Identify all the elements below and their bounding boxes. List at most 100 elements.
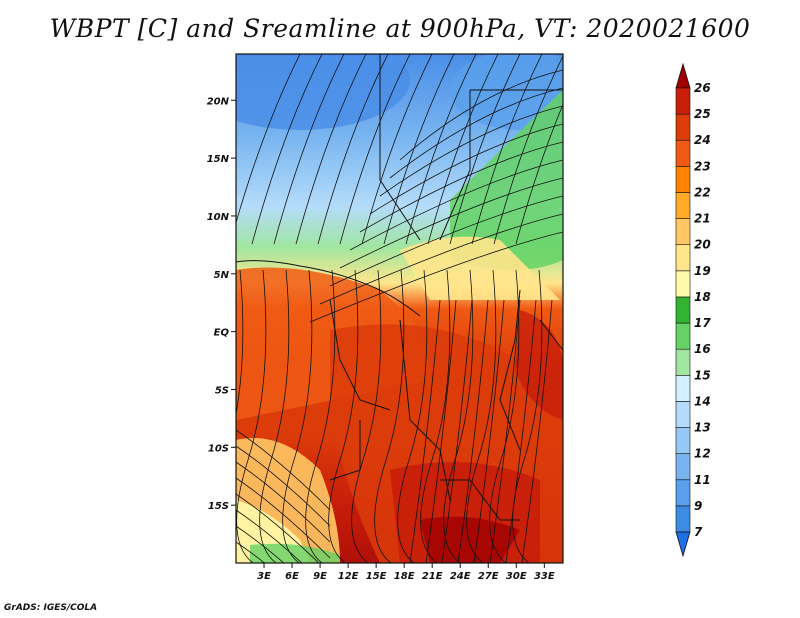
colorbar-label: 18 (694, 290, 711, 304)
colorbar-box (675, 505, 691, 533)
streamline (295, 54, 367, 245)
y-tick-label: 10S (208, 443, 229, 454)
streamline (273, 54, 345, 245)
streamline (236, 493, 320, 563)
streamline (236, 461, 331, 543)
streamline (399, 69, 563, 161)
streamline (427, 54, 499, 245)
x-tick-label: 24E (450, 571, 471, 582)
x-tick-label: 21E (422, 571, 443, 582)
streamline (505, 299, 537, 563)
colorbar-label: 14 (694, 394, 711, 408)
streamline (236, 541, 266, 563)
streamline (236, 429, 331, 511)
colorbar-label: 21 (694, 212, 711, 226)
colorbar-label: 12 (694, 447, 711, 461)
x-tick-label: 3E (257, 571, 271, 582)
streamline (259, 269, 290, 563)
x-tick-label: 18E (394, 571, 415, 582)
streamline (397, 269, 428, 563)
y-tick-label: 10N (207, 212, 230, 223)
colorbar-box (675, 322, 691, 350)
colorbar-label: 23 (694, 159, 711, 173)
x-tick-label: 15E (366, 571, 387, 582)
streamline (420, 269, 451, 563)
streamline (493, 55, 563, 245)
colorbar-label: 20 (694, 238, 711, 252)
streamline (236, 509, 303, 563)
colorbar-label: 22 (694, 185, 711, 199)
y-tick-label: 15N (207, 154, 230, 165)
streamline (328, 269, 359, 563)
x-tick-label: 30E (506, 571, 527, 582)
streamline (515, 103, 563, 245)
streamline (282, 269, 313, 563)
streamline (441, 299, 473, 563)
streamline (359, 141, 563, 233)
colorbar-label: 24 (694, 133, 711, 147)
streamline (425, 299, 457, 563)
axis-ticks: 20N 15N 10N 5N EQ 5S 10S 15S 3E 6E 9E 12E 15E 18E 21E 2… (207, 96, 555, 582)
colorbar-box (675, 453, 691, 481)
streamline (473, 299, 505, 563)
x-tick-label: 6E (285, 571, 299, 582)
streamline (339, 177, 563, 269)
streamlines (236, 54, 563, 563)
colorbar-box (675, 166, 691, 193)
streamline (236, 525, 285, 563)
streamline (389, 87, 563, 179)
streamline (361, 54, 433, 245)
streamline (236, 445, 331, 527)
streamline (236, 477, 331, 559)
colorbar-label: 26 (694, 81, 711, 95)
streamline (236, 54, 301, 225)
colorbar-box (675, 244, 691, 272)
colorbar-box (675, 296, 691, 324)
colorbar-box (675, 87, 691, 115)
colorbar-box (675, 348, 691, 376)
colorbar-label: 16 (694, 342, 711, 356)
streamline (512, 269, 543, 563)
plot-frame (235, 53, 564, 564)
y-tick-label: 20N (207, 96, 230, 107)
colorbar-arrow-bottom (675, 531, 691, 558)
x-tick-label: 12E (338, 571, 359, 582)
streamline (329, 195, 563, 287)
colorbar-box (675, 401, 691, 428)
streamline (521, 299, 553, 563)
y-tick-label: EQ (214, 328, 230, 339)
streamline (449, 54, 521, 245)
colorbar-label: 9 (694, 499, 702, 513)
streamline (236, 269, 244, 417)
streamline (471, 54, 543, 245)
streamline (236, 269, 267, 563)
streamline (319, 213, 563, 305)
colorbar-label: 25 (694, 107, 711, 121)
map-title: WBPT [C] and Sreamline at 900hPa, VT: 20… (49, 14, 751, 43)
colorbar-box (675, 218, 691, 246)
streamline (379, 105, 563, 197)
colorbar-arrow-top (675, 62, 691, 89)
colorbar-label: 15 (694, 368, 711, 382)
colorbar-box (675, 479, 691, 507)
colorbar-label: 7 (694, 525, 703, 539)
colorbar-box (675, 113, 691, 141)
colorbar: 7 9 11 12 13 14 15 16 17 18 19 20 21 22 23 24 25 26 (675, 62, 711, 558)
y-tick-label: 5S (215, 385, 229, 396)
streamline (489, 269, 520, 563)
streamline (251, 54, 323, 245)
streamline (339, 54, 411, 245)
country-borders (236, 54, 563, 521)
streamline (457, 299, 489, 563)
y-tick-label: 5N (214, 270, 230, 281)
streamline (309, 231, 563, 323)
streamline (443, 269, 474, 563)
colorbar-label: 13 (694, 421, 711, 435)
colorbar-box (675, 192, 691, 219)
streamline (466, 269, 497, 563)
x-tick-label: 9E (313, 571, 327, 582)
colorbar-label: 19 (694, 264, 711, 278)
credit-text: GrADS: IGES/COLA (4, 603, 98, 613)
colorbar-label: 11 (694, 473, 711, 487)
